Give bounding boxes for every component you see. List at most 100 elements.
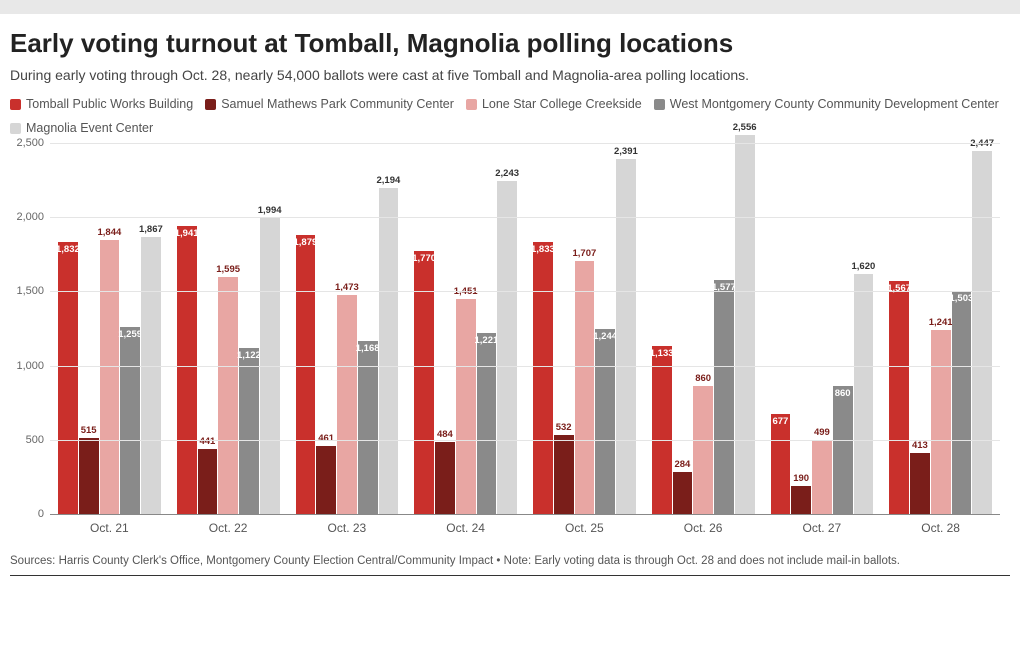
bar: 284 (673, 472, 693, 514)
legend-item: Lone Star College Creekside (466, 97, 642, 111)
bar-value-label: 2,243 (495, 168, 519, 179)
bar-value-label: 1,832 (56, 244, 80, 255)
bar-value-label: 1,122 (237, 350, 261, 361)
bar-value-label: 860 (695, 373, 711, 384)
bar: 1,595 (218, 277, 238, 514)
x-axis-label: Oct. 25 (525, 515, 644, 543)
x-axis-label: Oct. 21 (50, 515, 169, 543)
bar: 413 (910, 453, 930, 514)
chart-title: Early voting turnout at Tomball, Magnoli… (10, 28, 1010, 59)
bar: 1,221 (477, 333, 497, 514)
y-axis-label: 500 (10, 434, 44, 446)
top-accent-bar (0, 0, 1020, 14)
bar-value-label: 1,620 (851, 261, 875, 272)
bar: 2,391 (616, 159, 636, 514)
bar-value-label: 1,567 (887, 283, 911, 294)
grid-line (50, 217, 1000, 218)
bar: 2,194 (379, 188, 399, 514)
bar-value-label: 1,770 (412, 253, 436, 264)
plot-area: 1,8325151,8441,2591,8671,9414411,5951,12… (50, 143, 1000, 515)
bar-value-label: 1,503 (949, 293, 973, 304)
bar: 1,707 (575, 261, 595, 514)
legend-label: Samuel Mathews Park Community Center (221, 97, 454, 111)
bar-groups: 1,8325151,8441,2591,8671,9414411,5951,12… (50, 143, 1000, 514)
bar-group: 1,8794611,4731,1682,194 (288, 143, 407, 514)
x-axis: Oct. 21Oct. 22Oct. 23Oct. 24Oct. 25Oct. … (50, 515, 1000, 543)
bar-group: 1,9414411,5951,1221,994 (169, 143, 288, 514)
bar-value-label: 677 (772, 416, 788, 427)
bar: 1,577 (714, 280, 734, 514)
bar: 1,259 (120, 327, 140, 514)
bar: 1,879 (296, 235, 316, 514)
legend-label: Tomball Public Works Building (26, 97, 193, 111)
legend-swatch (466, 99, 477, 110)
bar-value-label: 413 (912, 440, 928, 451)
legend-item: Magnolia Event Center (10, 121, 153, 135)
bar: 1,503 (952, 291, 972, 514)
legend-label: Lone Star College Creekside (482, 97, 642, 111)
bar: 1,241 (931, 330, 951, 514)
bar-value-label: 190 (793, 473, 809, 484)
legend-label: Magnolia Event Center (26, 121, 153, 135)
bar-chart: 1,8325151,8441,2591,8671,9414411,5951,12… (50, 143, 1000, 543)
x-axis-label: Oct. 28 (881, 515, 1000, 543)
bar: 461 (316, 446, 336, 514)
bar-value-label: 1,241 (929, 317, 953, 328)
legend-item: West Montgomery County Community Develop… (654, 97, 999, 111)
bar-group: 6771904998601,620 (763, 143, 882, 514)
y-axis-label: 2,000 (10, 211, 44, 223)
grid-line (50, 291, 1000, 292)
bar: 677 (771, 414, 791, 514)
chart-footer: Sources: Harris County Clerk's Office, M… (10, 545, 1010, 576)
bar: 441 (198, 449, 218, 514)
legend-item: Samuel Mathews Park Community Center (205, 97, 454, 111)
bar: 2,447 (972, 151, 992, 514)
legend-label: West Montgomery County Community Develop… (670, 97, 999, 111)
bar-value-label: 1,133 (650, 348, 674, 359)
bar: 1,473 (337, 295, 357, 514)
bar-group: 1,7704841,4511,2212,243 (406, 143, 525, 514)
bar-value-label: 2,556 (733, 122, 757, 133)
bar-value-label: 484 (437, 429, 453, 440)
bar: 190 (791, 486, 811, 514)
bar: 1,833 (533, 242, 553, 514)
bar-value-label: 860 (835, 388, 851, 399)
grid-line (50, 440, 1000, 441)
bar: 499 (812, 440, 832, 514)
bar: 860 (693, 386, 713, 514)
bar-group: 1,5674131,2411,5032,447 (881, 143, 1000, 514)
bar-value-label: 1,844 (97, 227, 121, 238)
bar: 1,620 (854, 274, 874, 514)
bar-value-label: 515 (81, 425, 97, 436)
bar-value-label: 1,259 (118, 329, 142, 340)
bar-value-label: 1,941 (175, 228, 199, 239)
bar: 1,451 (456, 299, 476, 514)
legend-swatch (654, 99, 665, 110)
bar: 484 (435, 442, 455, 514)
y-axis-label: 1,000 (10, 360, 44, 372)
bar-value-label: 1,595 (216, 264, 240, 275)
bar: 1,168 (358, 341, 378, 514)
bar-value-label: 441 (199, 436, 215, 447)
bar: 1,844 (100, 240, 120, 514)
bar-group: 1,8325151,8441,2591,867 (50, 143, 169, 514)
legend-swatch (10, 99, 21, 110)
x-axis-label: Oct. 24 (406, 515, 525, 543)
legend-swatch (10, 123, 21, 134)
bar: 1,832 (58, 242, 78, 514)
legend-swatch (205, 99, 216, 110)
legend-item: Tomball Public Works Building (10, 97, 193, 111)
bar-group: 1,8335321,7071,2442,391 (525, 143, 644, 514)
bar-value-label: 2,391 (614, 146, 638, 157)
bar-value-label: 1,244 (593, 331, 617, 342)
bar: 1,941 (177, 226, 197, 514)
bar: 860 (833, 386, 853, 514)
y-axis-label: 1,500 (10, 285, 44, 297)
x-axis-label: Oct. 22 (169, 515, 288, 543)
bar: 2,243 (497, 181, 517, 514)
bar-value-label: 2,194 (376, 175, 400, 186)
bar: 2,556 (735, 135, 755, 514)
bar-value-label: 1,168 (356, 343, 380, 354)
bar-value-label: 461 (318, 433, 334, 444)
legend: Tomball Public Works Building Samuel Math… (10, 97, 1010, 135)
